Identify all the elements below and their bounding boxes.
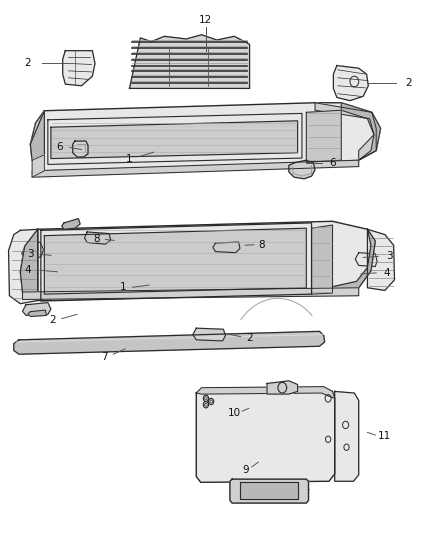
Polygon shape: [341, 103, 381, 160]
Polygon shape: [51, 121, 297, 159]
Polygon shape: [333, 66, 368, 101]
Text: 1: 1: [126, 154, 133, 164]
Polygon shape: [289, 160, 315, 179]
Polygon shape: [14, 332, 325, 354]
Polygon shape: [63, 51, 95, 86]
Polygon shape: [196, 387, 335, 482]
Circle shape: [205, 397, 207, 400]
Text: 2: 2: [49, 315, 56, 325]
Text: 8: 8: [93, 235, 100, 245]
Polygon shape: [32, 160, 359, 177]
Text: 1: 1: [120, 282, 126, 292]
Polygon shape: [213, 242, 240, 253]
Polygon shape: [22, 288, 359, 300]
Polygon shape: [44, 228, 306, 294]
Text: 2: 2: [246, 333, 253, 343]
Polygon shape: [306, 110, 341, 163]
Polygon shape: [332, 229, 375, 293]
Polygon shape: [32, 155, 44, 177]
Text: 11: 11: [378, 431, 391, 441]
Polygon shape: [85, 232, 111, 244]
Polygon shape: [73, 141, 88, 157]
Polygon shape: [30, 111, 44, 144]
Polygon shape: [311, 225, 332, 294]
Polygon shape: [62, 219, 80, 229]
Text: 3: 3: [386, 252, 392, 261]
Polygon shape: [240, 482, 298, 499]
Polygon shape: [367, 229, 395, 290]
Polygon shape: [28, 310, 46, 317]
Text: 12: 12: [199, 15, 212, 26]
Text: 7: 7: [101, 352, 108, 362]
Circle shape: [210, 400, 212, 403]
Polygon shape: [9, 229, 38, 304]
Polygon shape: [30, 111, 44, 171]
Polygon shape: [193, 328, 226, 341]
Circle shape: [205, 403, 207, 406]
Polygon shape: [20, 221, 375, 301]
Text: 9: 9: [242, 465, 248, 474]
Text: 6: 6: [329, 158, 336, 168]
Polygon shape: [21, 242, 43, 259]
Text: 6: 6: [57, 142, 63, 152]
Polygon shape: [267, 381, 297, 394]
Text: 3: 3: [27, 249, 34, 259]
Polygon shape: [355, 253, 377, 266]
Polygon shape: [30, 103, 381, 171]
Polygon shape: [335, 391, 359, 481]
Polygon shape: [130, 35, 250, 88]
Text: 2: 2: [406, 78, 412, 88]
Text: 8: 8: [258, 240, 265, 249]
Polygon shape: [20, 229, 38, 301]
Text: 10: 10: [228, 408, 241, 418]
Polygon shape: [315, 103, 376, 160]
Polygon shape: [230, 479, 308, 503]
Text: 4: 4: [384, 268, 390, 278]
Polygon shape: [196, 386, 335, 398]
Text: 4: 4: [25, 265, 31, 275]
Polygon shape: [22, 303, 51, 316]
Text: 2: 2: [25, 58, 31, 68]
